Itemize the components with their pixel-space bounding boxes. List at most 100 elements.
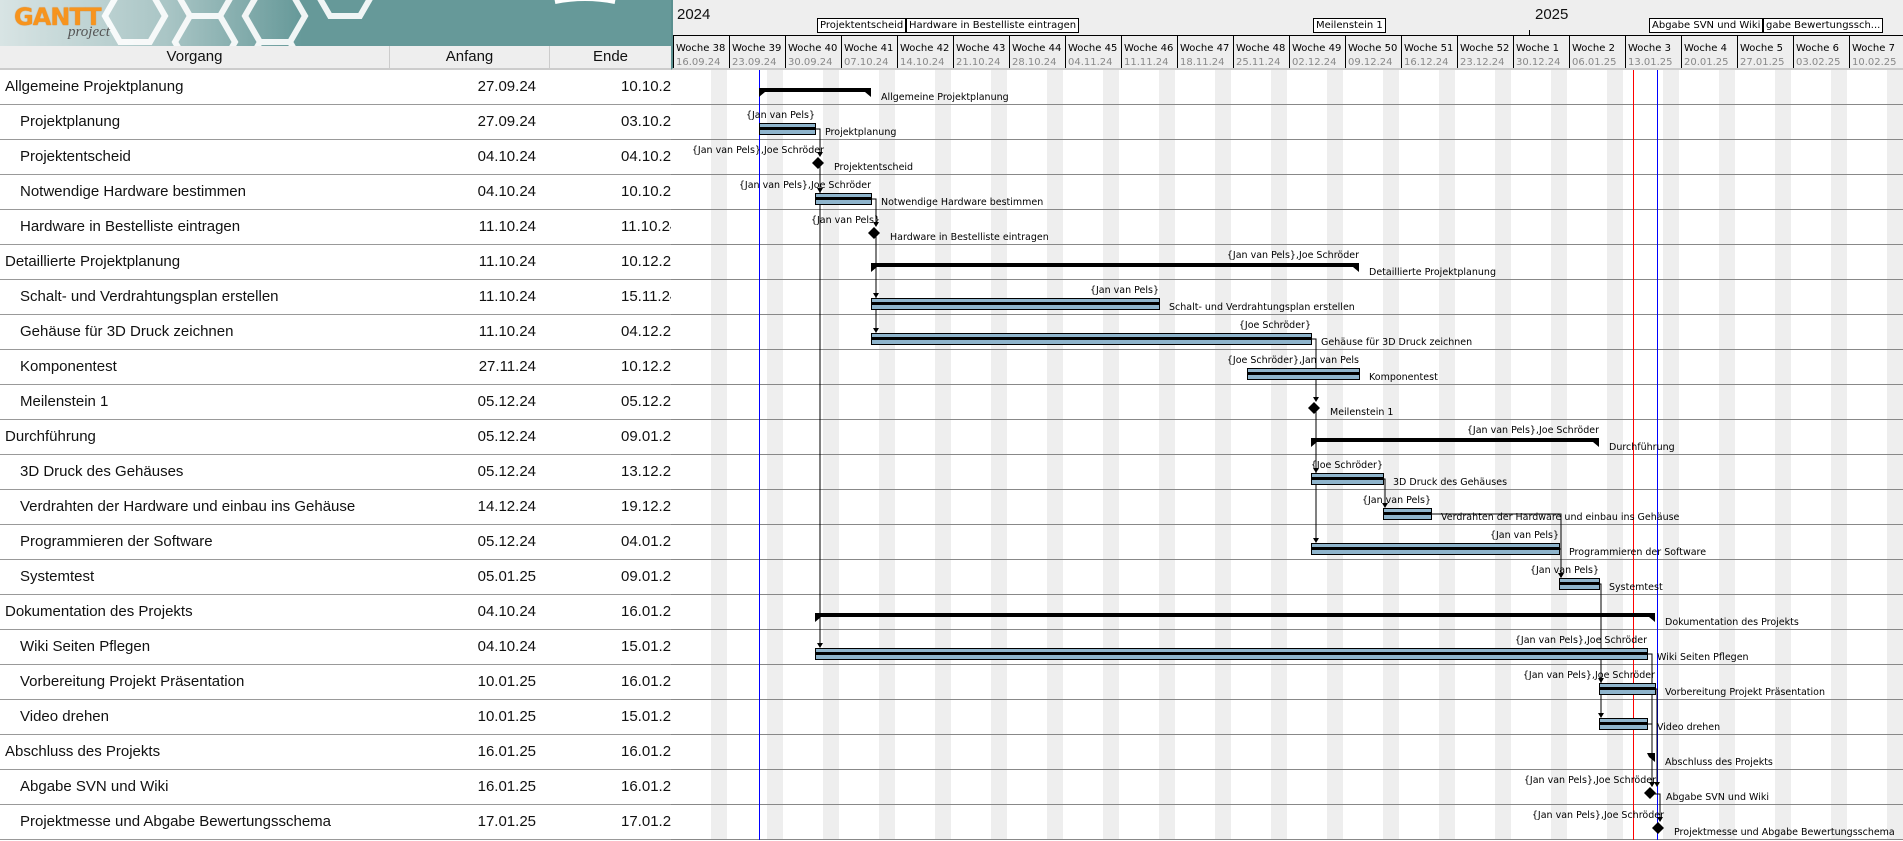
resource-label: {Jan van Pels},Joe Schröder xyxy=(1524,775,1656,786)
task-bar-label: Projektentscheid xyxy=(834,162,913,173)
task-start-date: 05.01.25 xyxy=(477,568,536,585)
task-bar-label: Projektplanung xyxy=(825,127,896,138)
task-name: Durchführung xyxy=(5,428,96,445)
resource-label: {Jan van Pels},Joe Schröder xyxy=(739,180,871,191)
task-start-date: 05.12.24 xyxy=(477,533,536,550)
dependency-arrow xyxy=(1313,538,1319,543)
task-start-date: 27.09.24 xyxy=(477,78,536,95)
task-row[interactable]: Allgemeine Projektplanung 27.09.24 10.10.2… xyxy=(0,70,671,105)
week-date: 18.11.24 xyxy=(1180,57,1225,68)
task-bar-label: Gehäuse für 3D Druck zeichnen xyxy=(1321,337,1472,348)
task-progress xyxy=(1560,582,1600,585)
task-row[interactable]: Notwendige Hardware bestimmen 04.10.24 10.… xyxy=(0,175,671,210)
task-start-date: 10.01.25 xyxy=(477,708,536,725)
week-label: Woche 38 xyxy=(676,43,726,54)
task-row[interactable]: 3D Druck des Gehäuses 05.12.24 13.12.24 xyxy=(0,455,671,490)
dependency-line xyxy=(871,198,877,226)
week-label: Woche 40 xyxy=(788,43,838,54)
task-row[interactable]: Programmieren der Software 05.12.24 04.01.… xyxy=(0,525,671,560)
dependency-arrow xyxy=(1657,817,1663,822)
task-row[interactable]: Meilenstein 1 05.12.24 05.12.24 xyxy=(0,385,671,420)
dependency-arrow xyxy=(1313,397,1319,402)
milestone-marker-box[interactable]: gabe Bewertungssch... xyxy=(1763,18,1884,33)
resource-label: {Joe Schröder} xyxy=(1311,460,1383,471)
task-row[interactable]: Schalt- und Verdrahtungsplan erstellen 11… xyxy=(0,280,671,315)
task-start-date: 04.10.24 xyxy=(477,183,536,200)
week-label: Woche 50 xyxy=(1348,43,1398,54)
column-header-start[interactable]: Anfang xyxy=(390,46,550,68)
milestone-marker-box[interactable]: Projektentscheid xyxy=(817,18,907,33)
milestone-diamond xyxy=(812,157,824,169)
task-row[interactable]: Detaillierte Projektplanung 11.10.24 10.12… xyxy=(0,245,671,280)
week-date: 23.12.24 xyxy=(1460,57,1505,68)
dependency-arrow xyxy=(817,152,823,157)
week-label: Woche 39 xyxy=(732,43,782,54)
week-label: Woche 5 xyxy=(1740,43,1783,54)
task-progress xyxy=(760,127,816,130)
task-start-date: 27.11.24 xyxy=(478,358,536,375)
task-end-date: 03.10.24 xyxy=(621,113,671,130)
task-name: Projektentscheid xyxy=(20,148,131,165)
task-row[interactable]: Wiki Seiten Pflegen 04.10.24 15.01.25 xyxy=(0,630,671,665)
task-row[interactable]: Projektmesse und Abgabe Bewertungsschema… xyxy=(0,805,671,840)
week-column: Woche 52 23.12.24 xyxy=(1457,35,1509,68)
task-end-date: 04.12.24 xyxy=(621,323,671,340)
task-row[interactable]: Dokumentation des Projekts 04.10.24 16.01.… xyxy=(0,595,671,630)
task-row[interactable]: Abgabe SVN und Wiki 16.01.25 16.01.25 xyxy=(0,770,671,805)
resource-label: {Jan van Pels} xyxy=(1090,285,1159,296)
task-row[interactable]: Hardware in Bestelliste eintragen 11.10.2… xyxy=(0,210,671,245)
task-start-date: 05.12.24 xyxy=(477,463,536,480)
week-date: 30.12.24 xyxy=(1516,57,1561,68)
task-start-date: 04.10.24 xyxy=(477,148,536,165)
dependency-arrow xyxy=(873,328,879,333)
resource-label: {Jan van Pels} xyxy=(811,215,880,226)
dependency-line xyxy=(1311,338,1317,401)
week-date: 11.11.24 xyxy=(1124,57,1169,68)
summary-bar xyxy=(815,613,1655,622)
week-column: Woche 49 02.12.24 xyxy=(1289,35,1341,68)
task-start-date: 14.12.24 xyxy=(477,498,536,515)
column-header-end[interactable]: Ende xyxy=(592,48,629,65)
week-date: 23.09.24 xyxy=(732,57,777,68)
task-bar-label: Abgabe SVN und Wiki xyxy=(1666,792,1769,803)
week-date: 25.11.24 xyxy=(1236,57,1281,68)
task-name: Schalt- und Verdrahtungsplan erstellen xyxy=(20,288,279,305)
task-row[interactable]: Gehäuse für 3D Druck zeichnen 11.10.24 04.… xyxy=(0,315,671,350)
task-bar-label: Projektmesse und Abgabe Bewertungsschema xyxy=(1674,827,1895,838)
week-date: 16.09.24 xyxy=(676,57,721,68)
task-row[interactable]: Projektentscheid 04.10.24 04.10.24 xyxy=(0,140,671,175)
resource-label: {Jan van Pels} xyxy=(1490,530,1559,541)
week-column: Woche 41 07.10.24 xyxy=(841,35,893,68)
week-date: 09.12.24 xyxy=(1348,57,1393,68)
task-start-date: 05.12.24 xyxy=(477,428,536,445)
task-row[interactable]: Komponentest 27.11.24 10.12.24 xyxy=(0,350,671,385)
task-row[interactable]: Vorbereitung Projekt Präsentation 10.01.2… xyxy=(0,665,671,700)
milestone-diamond xyxy=(1308,402,1320,414)
task-start-date: 04.10.24 xyxy=(477,638,536,655)
task-row[interactable]: Video drehen 10.01.25 15.01.25 xyxy=(0,700,671,735)
task-row[interactable]: Verdrahten der Hardware und einbau ins G… xyxy=(0,490,671,525)
task-row[interactable]: Abschluss des Projekts 16.01.25 16.01.25 xyxy=(0,735,671,770)
task-end-date: 16.01.25 xyxy=(621,743,671,760)
milestone-marker-box[interactable]: Abgabe SVN und Wiki xyxy=(1649,18,1764,33)
resource-label: {Jan van Pels},Joe Schröder xyxy=(1523,670,1655,681)
week-label: Woche 52 xyxy=(1460,43,1510,54)
column-header-name[interactable]: Vorgang xyxy=(0,46,390,68)
task-row[interactable]: Projektplanung 27.09.24 03.10.24 xyxy=(0,105,671,140)
task-end-date: 05.12.24 xyxy=(621,393,671,410)
task-progress xyxy=(816,197,872,200)
task-end-date: 16.01.25 xyxy=(621,778,671,795)
task-row[interactable]: Durchführung 05.12.24 09.01.25 xyxy=(0,420,671,455)
week-column: Woche 50 09.12.24 xyxy=(1345,35,1397,68)
week-date: 03.02.25 xyxy=(1796,57,1841,68)
year-label: 2025 xyxy=(1535,6,1569,23)
resource-label: {Jan van Pels} xyxy=(1530,565,1599,576)
dependency-arrow xyxy=(1382,503,1388,508)
week-column: Woche 45 04.11.24 xyxy=(1065,35,1117,68)
task-table: Allgemeine Projektplanung 27.09.24 10.10.2… xyxy=(0,70,671,841)
milestone-marker-box[interactable]: Meilenstein 1 xyxy=(1313,18,1386,33)
milestone-marker-box[interactable]: Hardware in Bestelliste eintragen xyxy=(906,18,1080,33)
task-row[interactable]: Systemtest 05.01.25 09.01.25 xyxy=(0,560,671,595)
task-end-date: 10.10.24 xyxy=(621,78,671,95)
gantt-chart: Allgemeine ProjektplanungProjektplanung{… xyxy=(671,70,1903,840)
